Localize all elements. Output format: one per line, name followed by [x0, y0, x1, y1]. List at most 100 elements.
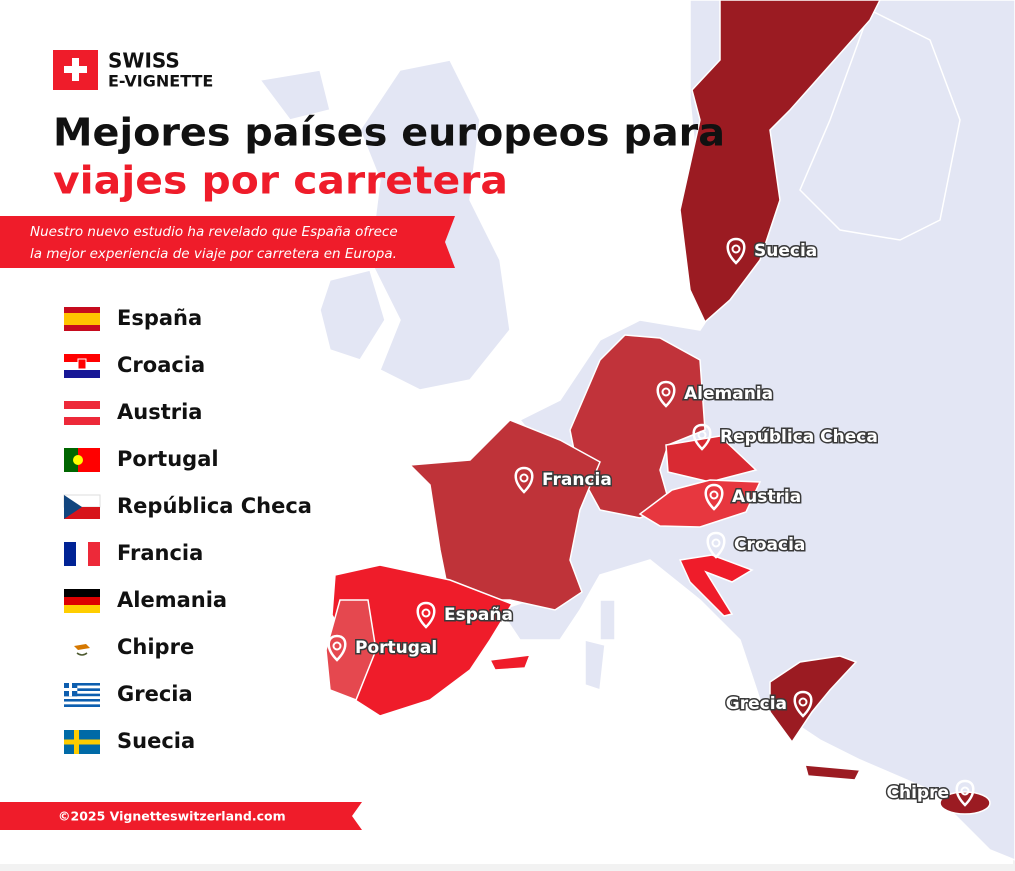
- ranking-list: España Croacia Austria Portugal República Ch…: [63, 306, 312, 754]
- flag-part: [64, 739, 100, 745]
- flag-part: [88, 542, 100, 566]
- map-label: Francia: [542, 470, 612, 490]
- flag-part: [64, 685, 100, 689]
- flag-part: [64, 495, 82, 519]
- flag-part: [64, 693, 100, 697]
- rank-item: Chipre: [117, 635, 194, 659]
- logo-cross: [64, 58, 87, 81]
- title-line2: viajes por carretera: [53, 159, 508, 203]
- flag: [64, 401, 100, 425]
- flag-part: [76, 652, 88, 656]
- logo: SWISS E-VIGNETTE: [53, 49, 213, 91]
- highlighted-countries: [325, 0, 991, 815]
- subtitle-line1: Nuestro nuevo estudio ha revelado que Es…: [30, 224, 398, 240]
- subtitle-banner: [0, 216, 455, 268]
- flag-part: [64, 448, 78, 472]
- flag: [64, 307, 100, 331]
- flag-part: [74, 644, 90, 650]
- rank-item: Suecia: [117, 729, 195, 753]
- flag: [64, 448, 100, 472]
- map-pin-dot: [661, 387, 671, 397]
- footer: ©2025 Vignetteswitzerland.com: [58, 809, 286, 824]
- map-pin-dot: [960, 786, 970, 796]
- flag-part: [64, 691, 100, 694]
- flag-part: [64, 688, 78, 691]
- country-france: [408, 419, 601, 611]
- map-label: Austria: [732, 487, 801, 507]
- map-pin-dot: [519, 473, 529, 483]
- map-pin: [327, 634, 347, 662]
- flag-part: [64, 701, 100, 705]
- map-pin: [692, 423, 712, 451]
- country-croatia: [678, 554, 754, 617]
- map-pin: [726, 237, 746, 265]
- rank-item: Portugal: [117, 447, 219, 471]
- map-pin-dot: [332, 641, 342, 651]
- country-greece: [769, 655, 858, 744]
- map-pin-dot: [697, 430, 707, 440]
- flag-part: [64, 696, 100, 699]
- rank-item: Francia: [117, 541, 203, 565]
- rank-item: Grecia: [117, 682, 193, 706]
- flag-part: [64, 409, 100, 417]
- map-label: Suecia: [754, 241, 817, 261]
- flag-part: [64, 542, 76, 566]
- rank-item: Austria: [117, 400, 202, 424]
- rank-item: Alemania: [117, 588, 227, 612]
- flag-part: [64, 589, 100, 597]
- flag: [64, 683, 100, 707]
- rank-item: España: [117, 306, 202, 330]
- flag: [64, 730, 100, 754]
- flag: [63, 494, 101, 519]
- map-pin: [514, 466, 534, 494]
- title-line1: Mejores países europeos para: [53, 111, 725, 155]
- map-background: [258, 0, 1015, 861]
- map-pin-dot: [731, 244, 741, 254]
- flag: [64, 354, 100, 378]
- footer-banner: [0, 802, 362, 830]
- map-label: Portugal: [355, 638, 437, 658]
- flag-part: [73, 455, 83, 465]
- map-pin-dot: [709, 490, 719, 500]
- map-label: República Checa: [720, 427, 878, 447]
- island-crete: [803, 764, 862, 781]
- subtitle-line2: la mejor experiencia de viaje por carret…: [30, 246, 397, 262]
- flag: [74, 644, 90, 656]
- map-label: Grecia: [726, 694, 787, 714]
- country-austria: [638, 479, 762, 528]
- flag-part: [64, 683, 100, 686]
- map-label: Croacia: [734, 535, 805, 555]
- flag-part: [64, 354, 100, 362]
- map-pin-dot: [711, 538, 721, 548]
- country-portugal: [325, 599, 377, 701]
- map-label: España: [444, 605, 513, 625]
- country-czechia: [665, 435, 758, 483]
- logo-line1: SWISS: [108, 49, 180, 73]
- map-pin: [793, 690, 813, 718]
- map-pin-dot: [798, 697, 808, 707]
- flag-part: [64, 417, 100, 425]
- country-cyprus: [939, 791, 991, 815]
- island-baleares: [488, 654, 532, 671]
- flag-part: [64, 370, 100, 378]
- map-pin: [416, 601, 436, 629]
- map-label: Chipre: [887, 783, 950, 803]
- flag-part: [77, 358, 87, 370]
- map-labels: Suecia Alemania República Checa Francia Aust…: [327, 237, 975, 807]
- flag: [64, 542, 100, 566]
- map-pin-dot: [421, 608, 431, 618]
- logo-line2: E-VIGNETTE: [108, 72, 213, 91]
- flag-part: [64, 313, 100, 325]
- map-pin: [656, 380, 676, 408]
- rank-item: Croacia: [117, 353, 205, 377]
- flag-part: [64, 605, 100, 613]
- flag-part: [64, 401, 100, 409]
- rank-item: República Checa: [117, 494, 312, 518]
- flag-part: [64, 704, 100, 707]
- map-pin: [704, 483, 724, 511]
- flag-part: [64, 699, 100, 702]
- flag-part: [64, 597, 100, 605]
- flag-part: [76, 542, 88, 566]
- flag-part: [64, 688, 100, 691]
